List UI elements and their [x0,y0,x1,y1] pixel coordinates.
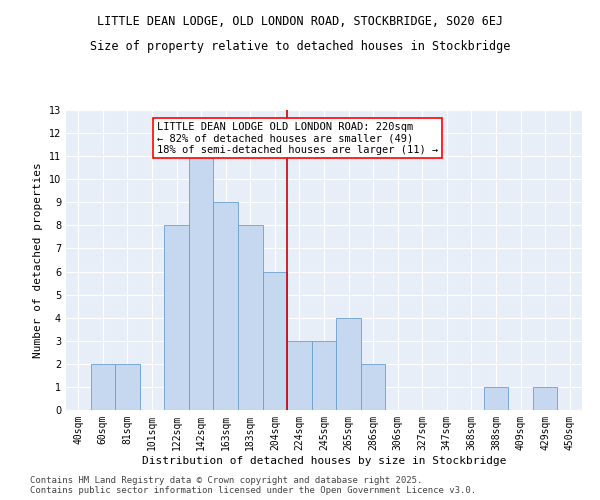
Bar [164,226,189,410]
Bar [214,202,238,410]
Bar [533,387,557,410]
Text: LITTLE DEAN LODGE, OLD LONDON ROAD, STOCKBRIDGE, SO20 6EJ: LITTLE DEAN LODGE, OLD LONDON ROAD, STOC… [97,15,503,28]
Text: Contains HM Land Registry data © Crown copyright and database right 2025.
Contai: Contains HM Land Registry data © Crown c… [30,476,476,495]
Bar [484,387,508,410]
Y-axis label: Number of detached properties: Number of detached properties [33,162,43,358]
Bar [91,364,115,410]
Bar [115,364,140,410]
Bar [287,341,312,410]
Bar [312,341,336,410]
Bar [361,364,385,410]
Bar [336,318,361,410]
Text: Size of property relative to detached houses in Stockbridge: Size of property relative to detached ho… [90,40,510,53]
X-axis label: Distribution of detached houses by size in Stockbridge: Distribution of detached houses by size … [142,456,506,466]
Bar [238,226,263,410]
Text: LITTLE DEAN LODGE OLD LONDON ROAD: 220sqm
← 82% of detached houses are smaller (: LITTLE DEAN LODGE OLD LONDON ROAD: 220sq… [157,122,438,154]
Bar [189,156,214,410]
Bar [263,272,287,410]
